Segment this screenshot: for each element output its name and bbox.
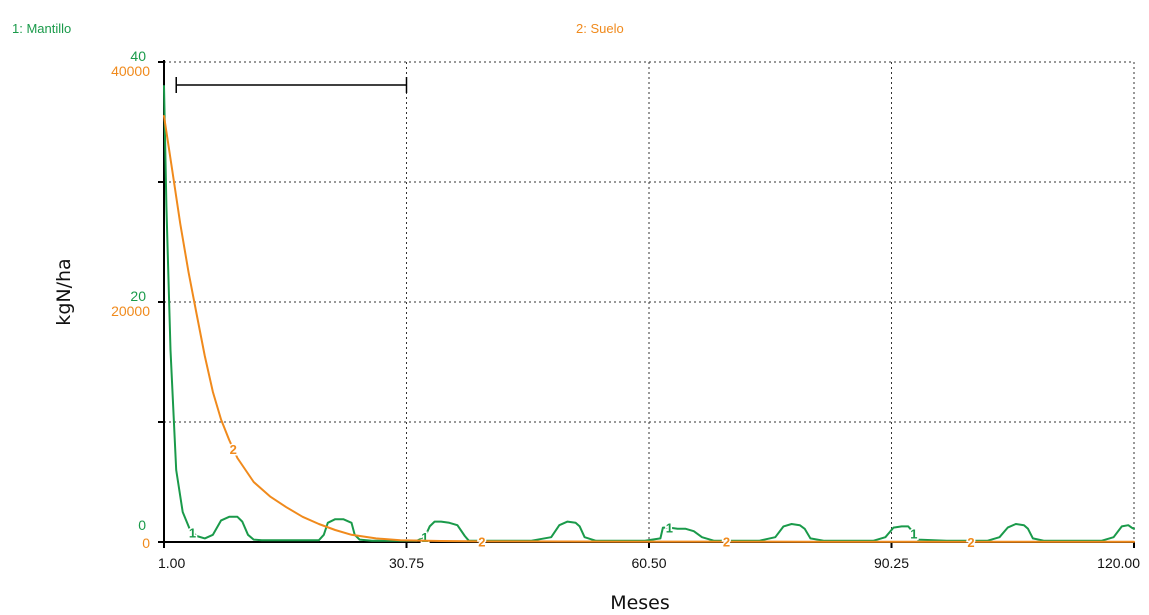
- y-tick-label-suelo: 0: [142, 535, 150, 551]
- y-tick-label-suelo: 40000: [111, 63, 150, 79]
- x-tick-label: 120.00: [1097, 555, 1140, 571]
- y-tick-label-mantillo: 20: [130, 288, 146, 304]
- series-marker-mantillo: 1: [910, 527, 917, 542]
- series-marker-suelo: 2: [723, 535, 730, 550]
- y-tick-label-mantillo: 0: [138, 517, 146, 533]
- series-marker-suelo: 2: [967, 535, 974, 550]
- legend-entry-mantillo: 1: Mantillo: [12, 21, 71, 36]
- series-marker-mantillo: 1: [421, 530, 428, 545]
- axis-labels: kgN/ha Meses: [53, 258, 670, 614]
- range-bar-group: [175, 77, 408, 93]
- y-tick-label-suelo: 20000: [111, 303, 150, 319]
- series-marker-mantillo: 1: [189, 525, 196, 540]
- series-line-suelo: [163, 115, 1135, 543]
- x-tick-label: 1.00: [158, 555, 185, 571]
- x-tick-label: 90.25: [874, 555, 909, 571]
- y-tick-label-mantillo: 40: [130, 48, 146, 64]
- legend-entry-suelo: 2: Suelo: [576, 21, 624, 36]
- series-marker-suelo: 2: [478, 534, 485, 549]
- grid: [164, 61, 1135, 542]
- x-tick-label: 60.50: [631, 555, 666, 571]
- legend: 1: Mantillo 2: Suelo: [12, 21, 624, 36]
- x-axis-label: Meses: [610, 592, 670, 614]
- y-axis-label: kgN/ha: [53, 258, 75, 325]
- series-marker-suelo: 2: [230, 442, 237, 457]
- x-tick-label: 30.75: [389, 555, 424, 571]
- series-line-mantillo: [163, 85, 1135, 542]
- series-marker-mantillo: 1: [666, 521, 673, 536]
- series-group: 1 1 1 1 2 2 2 2: [163, 85, 1135, 551]
